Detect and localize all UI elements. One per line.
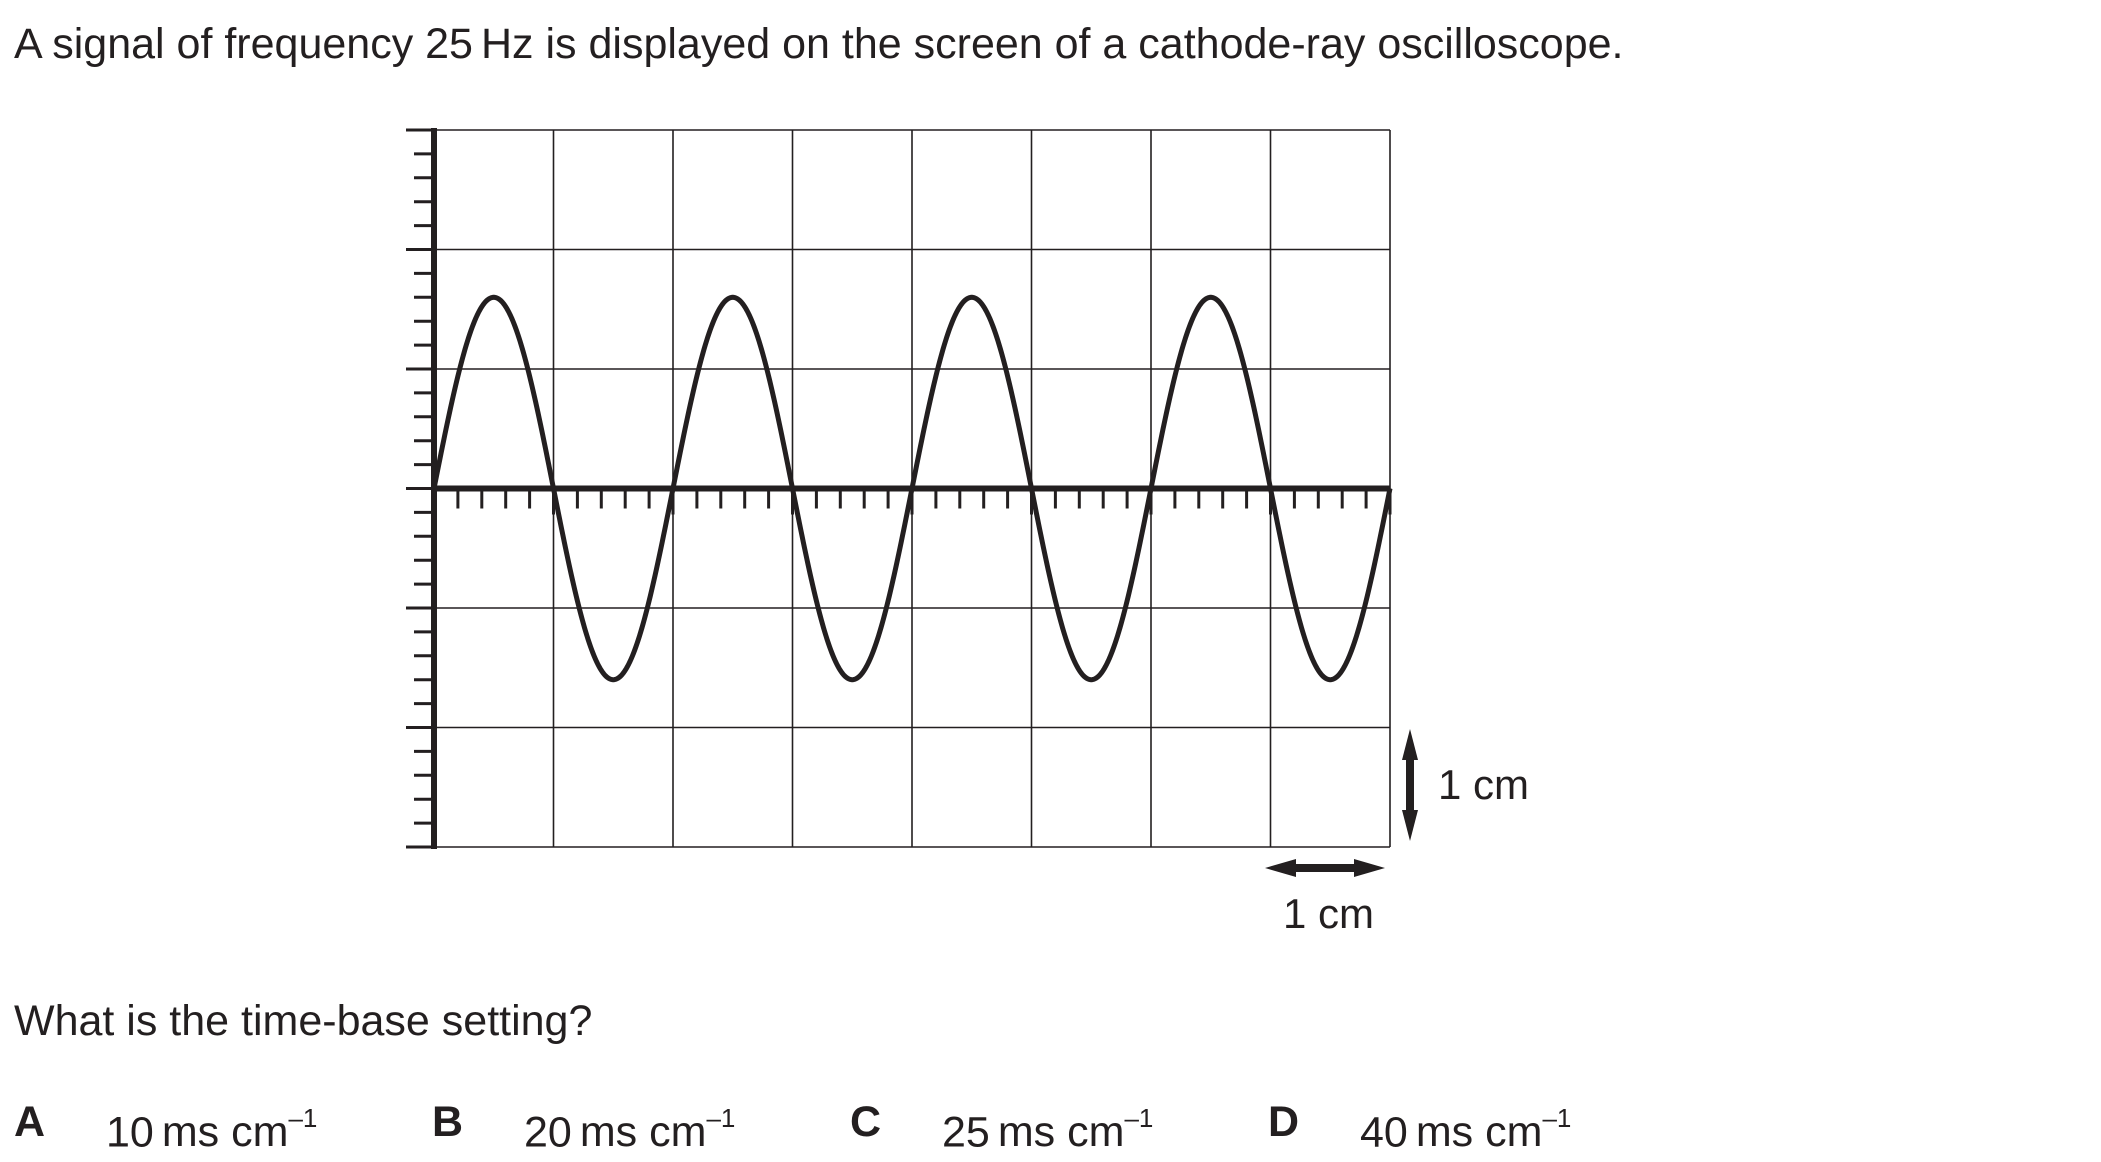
option-d-number: 40: [1360, 1108, 1408, 1157]
option-a-exponent: –1: [288, 1103, 318, 1133]
stem-unit: Hz: [480, 20, 534, 68]
option-d-exponent: –1: [1542, 1103, 1572, 1133]
option-c-number: 25: [942, 1108, 990, 1157]
option-b[interactable]: B 20 ms cm–1: [432, 1092, 736, 1156]
option-d[interactable]: D 40 ms cm–1: [1268, 1092, 1572, 1156]
option-a-number: 10: [106, 1108, 154, 1157]
stem-suffix: is displayed on the screen of a cathode-…: [533, 20, 1624, 68]
option-b-letter: B: [432, 1098, 464, 1146]
option-c-letter: C: [850, 1098, 882, 1146]
option-c-unit: ms cm: [997, 1108, 1125, 1157]
option-a[interactable]: A 10 ms cm–1: [14, 1092, 318, 1156]
horizontal-scale-indicator: 1 cm: [1265, 859, 1385, 937]
option-c-exponent: –1: [1124, 1103, 1154, 1133]
question-stem: A signal of frequency 25 Hz is displayed …: [14, 14, 1624, 74]
option-a-letter: A: [14, 1098, 46, 1146]
graticule-ticks: [406, 128, 1392, 849]
option-b-exponent: –1: [706, 1103, 736, 1133]
horizontal-scale-label: 1 cm: [1283, 890, 1374, 937]
option-d-unit: ms cm: [1415, 1108, 1543, 1157]
signal-trace: [431, 294, 1393, 683]
vertical-scale-label: 1 cm: [1438, 761, 1529, 808]
option-b-unit: ms cm: [579, 1108, 707, 1157]
question-prompt: What is the time-base setting?: [14, 997, 593, 1045]
stem-prefix: A signal of frequency 25: [14, 20, 473, 68]
option-c[interactable]: C 25 ms cm–1: [850, 1092, 1154, 1156]
option-d-letter: D: [1268, 1098, 1300, 1146]
option-a-unit: ms cm: [161, 1108, 289, 1157]
vertical-scale-indicator: 1 cm: [1402, 729, 1529, 841]
option-b-number: 20: [524, 1108, 572, 1157]
